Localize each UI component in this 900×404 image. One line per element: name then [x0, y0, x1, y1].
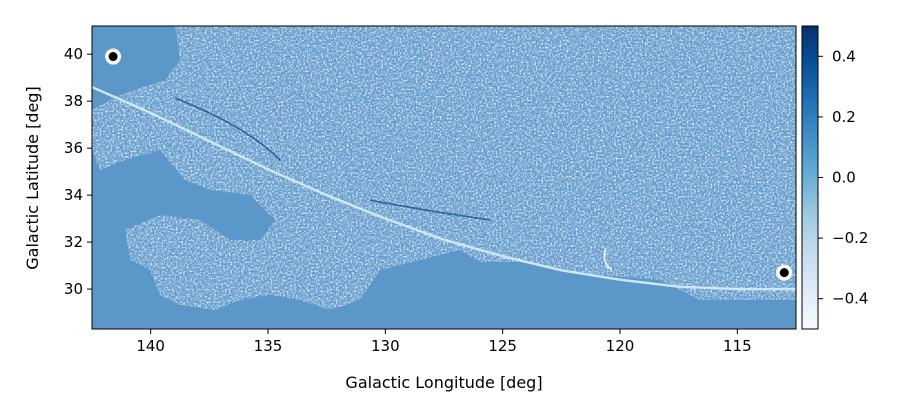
- marker-point: [779, 268, 789, 278]
- x-tick-label: 125: [488, 337, 517, 355]
- x-tick-label: 115: [723, 337, 752, 355]
- streak-feature: [369, 199, 491, 221]
- y-tick-label: 30: [64, 280, 83, 298]
- plot-frame: [91, 25, 797, 330]
- y-axis-label: Galactic Latitude [deg]: [23, 86, 42, 269]
- colorbar-tick-label: −0.2: [832, 229, 868, 247]
- y-tick-label: 32: [64, 233, 83, 251]
- streak-feature: [603, 247, 613, 271]
- y-tick-label: 36: [64, 139, 83, 157]
- track-curve: [92, 86, 796, 291]
- x-axis: 140 135 130 125 120 115: [136, 329, 752, 355]
- streak-feature: [174, 97, 281, 161]
- y-tick-label: 38: [64, 92, 83, 110]
- colorbar-tick-label: 0.4: [832, 47, 856, 65]
- x-tick-label: 130: [371, 337, 400, 355]
- x-tick-label: 135: [254, 337, 283, 355]
- x-tick-label: 120: [606, 337, 635, 355]
- colorbar-axis: 0.4 0.2 0.0 −0.2 −0.4: [818, 47, 868, 308]
- x-axis-label: Galactic Longitude [deg]: [345, 373, 542, 392]
- marker-point: [108, 52, 118, 62]
- y-tick-label: 34: [64, 186, 83, 204]
- colorbar: [801, 25, 819, 330]
- x-tick-label: 140: [136, 337, 165, 355]
- heatmap-texture: [92, 26, 796, 310]
- colorbar-tick-label: 0.2: [832, 108, 856, 126]
- y-tick-label: 40: [64, 45, 83, 63]
- colorbar-tick-label: −0.4: [832, 290, 868, 308]
- colorbar-tick-label: 0.0: [832, 169, 856, 187]
- markers: [105, 48, 793, 281]
- y-axis: 30 32 34 36 38 40: [64, 45, 92, 298]
